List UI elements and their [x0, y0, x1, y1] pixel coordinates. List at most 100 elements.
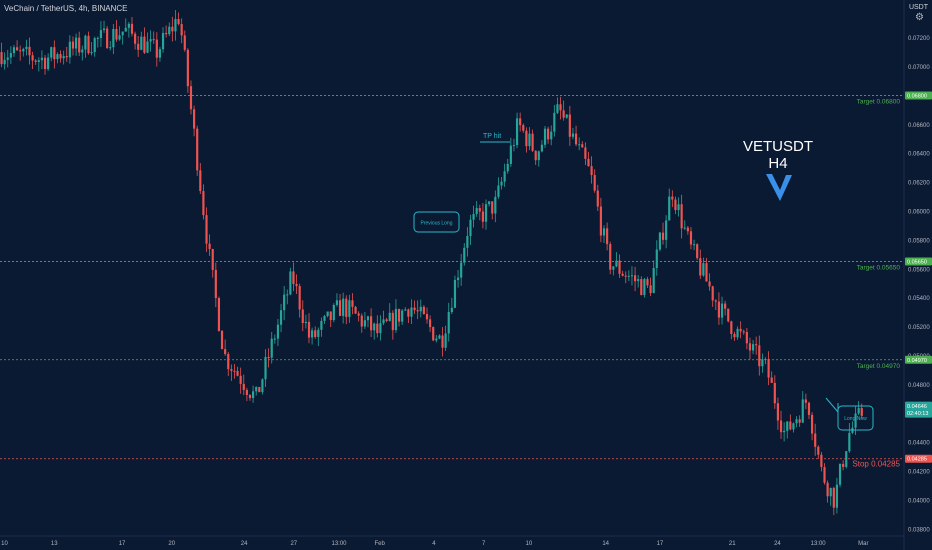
candle-body[interactable]	[733, 333, 736, 338]
candle-body[interactable]	[801, 399, 804, 423]
candle-body[interactable]	[236, 370, 239, 376]
candle-body[interactable]	[152, 39, 155, 41]
candle-body[interactable]	[466, 236, 469, 248]
candle-body[interactable]	[143, 36, 146, 53]
candle-body[interactable]	[618, 260, 621, 274]
candle-body[interactable]	[447, 312, 450, 334]
candle-body[interactable]	[56, 54, 59, 60]
candle-body[interactable]	[112, 29, 115, 48]
candle-body[interactable]	[158, 49, 162, 58]
candle-body[interactable]	[646, 279, 649, 286]
candle-body[interactable]	[810, 414, 814, 434]
candle-body[interactable]	[248, 394, 252, 399]
candle-body[interactable]	[370, 316, 373, 331]
candle-body[interactable]	[130, 23, 134, 34]
candle-body[interactable]	[612, 266, 615, 270]
candle-body[interactable]	[478, 208, 481, 212]
candle-body[interactable]	[245, 389, 248, 395]
candle-body[interactable]	[804, 399, 807, 403]
candle-body[interactable]	[205, 215, 208, 244]
candle-body[interactable]	[730, 321, 733, 334]
candle-body[interactable]	[407, 309, 410, 317]
candle-body[interactable]	[786, 421, 789, 431]
candle-body[interactable]	[317, 329, 320, 337]
candle-body[interactable]	[388, 312, 391, 321]
candle-body[interactable]	[469, 219, 472, 237]
candle-body[interactable]	[624, 275, 627, 277]
candle-body[interactable]	[770, 377, 773, 383]
candle-body[interactable]	[307, 321, 311, 338]
candle-body[interactable]	[848, 432, 851, 452]
candle-body[interactable]	[652, 267, 655, 294]
candlesticks[interactable]	[0, 10, 863, 516]
candle-body[interactable]	[783, 430, 786, 433]
candle-body[interactable]	[661, 232, 665, 240]
candle-body[interactable]	[425, 314, 429, 320]
candle-body[interactable]	[180, 24, 183, 36]
candle-body[interactable]	[665, 220, 668, 240]
candle-body[interactable]	[739, 328, 742, 332]
candle-body[interactable]	[677, 204, 680, 211]
candle-body[interactable]	[506, 163, 509, 172]
candle-body[interactable]	[602, 228, 606, 236]
candle-body[interactable]	[34, 60, 37, 62]
candle-body[interactable]	[559, 104, 562, 111]
candle-body[interactable]	[292, 271, 295, 285]
candle-body[interactable]	[230, 369, 233, 371]
candle-body[interactable]	[81, 49, 84, 53]
candle-body[interactable]	[792, 423, 795, 430]
candle-body[interactable]	[537, 151, 540, 161]
candle-body[interactable]	[40, 57, 44, 61]
candle-body[interactable]	[593, 175, 596, 191]
candle-body[interactable]	[621, 273, 624, 276]
candle-body[interactable]	[491, 201, 494, 214]
candle-body[interactable]	[571, 133, 575, 137]
candle-body[interactable]	[515, 118, 519, 146]
candle-body[interactable]	[311, 330, 314, 338]
candle-body[interactable]	[736, 328, 739, 338]
candle-body[interactable]	[84, 35, 87, 50]
candle-body[interactable]	[59, 54, 62, 59]
candle-body[interactable]	[96, 37, 99, 39]
candle-body[interactable]	[233, 370, 236, 372]
time-axis[interactable]: 10 13 17 20 24 27 13:00 Feb 4 7 10 14 17 21 24 13:00 Mar	[0, 535, 904, 547]
candle-body[interactable]	[441, 335, 444, 348]
candle-body[interactable]	[410, 307, 413, 317]
candle-body[interactable]	[68, 41, 71, 58]
candle-body[interactable]	[578, 144, 581, 146]
candle-body[interactable]	[31, 55, 34, 61]
candle-body[interactable]	[28, 46, 31, 56]
candle-body[interactable]	[748, 343, 752, 351]
candle-body[interactable]	[814, 433, 817, 447]
candle-body[interactable]	[817, 446, 820, 455]
candle-body[interactable]	[512, 145, 516, 147]
candle-body[interactable]	[767, 359, 770, 378]
candle-body[interactable]	[224, 349, 227, 354]
candle-body[interactable]	[627, 275, 630, 277]
candle-body[interactable]	[323, 316, 326, 321]
candle-body[interactable]	[450, 307, 453, 313]
candle-body[interactable]	[419, 306, 422, 312]
candle-body[interactable]	[584, 147, 587, 159]
candle-body[interactable]	[124, 27, 127, 32]
candle-body[interactable]	[658, 232, 661, 250]
candle-body[interactable]	[127, 23, 130, 28]
candle-body[interactable]	[456, 277, 460, 280]
candle-body[interactable]	[320, 320, 323, 330]
candle-body[interactable]	[391, 312, 394, 331]
candle-body[interactable]	[596, 190, 599, 207]
candle-body[interactable]	[335, 300, 339, 305]
candle-body[interactable]	[630, 275, 634, 277]
candle-body[interactable]	[444, 333, 447, 348]
candle-body[interactable]	[556, 104, 559, 113]
candle-body[interactable]	[168, 26, 171, 35]
candle-body[interactable]	[832, 487, 835, 508]
candle-body[interactable]	[140, 36, 143, 50]
candle-body[interactable]	[106, 28, 109, 49]
candle-body[interactable]	[565, 114, 568, 118]
candle-body[interactable]	[165, 32, 168, 35]
candle-body[interactable]	[255, 386, 258, 392]
candle-body[interactable]	[289, 271, 292, 295]
candle-body[interactable]	[472, 214, 475, 220]
candle-body[interactable]	[829, 487, 832, 497]
